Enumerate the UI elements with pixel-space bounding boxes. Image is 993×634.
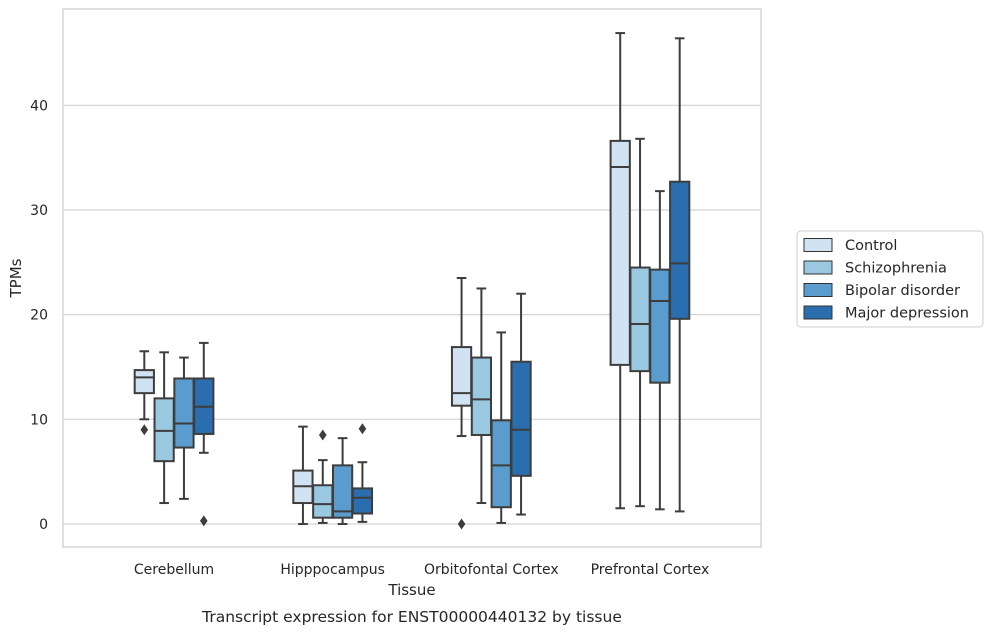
- iqr-box: [153, 397, 175, 463]
- x-tick-label: Hipppocampus: [280, 562, 385, 578]
- legend: Control Schizophrenia Bipolar disorder Majo…: [796, 230, 984, 328]
- legend-frame: [796, 230, 984, 328]
- outlier-point: [140, 424, 149, 436]
- category-group: [133, 341, 215, 527]
- iqr-box: [649, 268, 671, 384]
- box-schizophrenia: [470, 287, 493, 505]
- box-major-depression: [351, 423, 374, 523]
- y-tick-labels: 0 10 20 30 40: [30, 98, 48, 533]
- iqr-box: [133, 369, 155, 395]
- iqr-box: [450, 346, 473, 407]
- iqr-box: [173, 377, 195, 449]
- box-schizophrenia: [629, 137, 651, 508]
- x-axis-title: Tissue: [387, 581, 435, 599]
- legend-label: Bipolar disorder: [845, 283, 960, 299]
- legend-label: Control: [845, 238, 897, 254]
- legend-label: Major depression: [845, 306, 969, 322]
- x-tick-labels: Cerebellum Hipppocampus Orbitofontal Corte…: [134, 562, 709, 578]
- outlier-point: [318, 429, 327, 441]
- iqr-box: [490, 419, 512, 509]
- outlier-point: [457, 518, 466, 530]
- iqr-box: [629, 266, 651, 373]
- x-tick-label: Cerebellum: [134, 562, 214, 578]
- y-tick-label: 10: [30, 412, 48, 428]
- category-group: [450, 277, 532, 530]
- legend-swatch: [803, 283, 833, 297]
- box-schizophrenia: [153, 351, 175, 505]
- iqr-box: [609, 139, 631, 366]
- iqr-box: [669, 180, 691, 320]
- y-tick-label: 30: [30, 203, 48, 219]
- box-bipolar-disorder: [490, 331, 512, 524]
- category-group: [292, 423, 374, 525]
- box-schizophrenia: [312, 429, 334, 524]
- legend-swatch: [803, 305, 833, 320]
- iqr-box: [510, 360, 532, 477]
- legend-swatch: [803, 260, 833, 275]
- box-bipolar-disorder: [173, 356, 195, 500]
- outlier-point: [358, 423, 367, 435]
- box-major-depression: [193, 341, 215, 527]
- iqr-box: [312, 484, 334, 519]
- box-control: [133, 350, 155, 436]
- x-tick-label: Orbitofontal Cortex: [424, 562, 559, 578]
- chart-caption: Transcript expression for ENST0000044013…: [201, 608, 622, 626]
- box-bipolar-disorder: [649, 190, 671, 511]
- iqr-box: [470, 356, 493, 437]
- category-group: [609, 32, 691, 513]
- outlier-point: [199, 515, 208, 527]
- y-tick-label: 0: [39, 517, 48, 533]
- legend-swatch: [803, 238, 833, 252]
- legend-items: Control Schizophrenia Bipolar disorder Majo…: [803, 238, 969, 322]
- box-control: [292, 425, 314, 525]
- iqr-box: [331, 464, 354, 519]
- y-tick-label: 40: [30, 98, 48, 114]
- box-major-depression: [510, 292, 532, 516]
- y-tick-label: 20: [30, 308, 48, 324]
- legend-label: Schizophrenia: [845, 261, 947, 277]
- x-tick-label: Prefrontal Cortex: [591, 562, 710, 578]
- y-axis-title: TPMs: [7, 258, 25, 298]
- iqr-box: [351, 487, 374, 515]
- box-groups: [133, 32, 691, 530]
- plot-frame: [62, 8, 762, 548]
- box-major-depression: [669, 37, 691, 513]
- box-control: [609, 32, 631, 510]
- box-bipolar-disorder: [331, 437, 354, 525]
- box-control: [450, 277, 473, 530]
